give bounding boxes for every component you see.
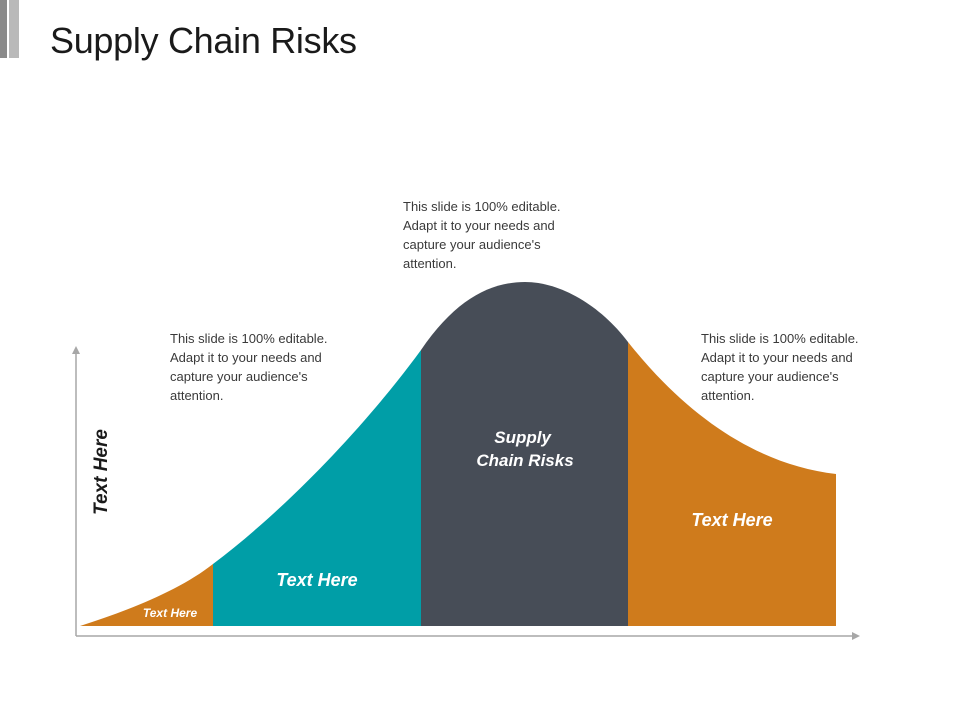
segment-label-3: Supply Chain Risks bbox=[476, 428, 573, 470]
curve-segment-2 bbox=[213, 350, 421, 626]
segment-label-3-line-2: Chain Risks bbox=[476, 451, 573, 470]
segment-label-4: Text Here bbox=[691, 510, 772, 530]
description-left: This slide is 100% editable. Adapt it to… bbox=[170, 331, 328, 403]
accent-bar-dark bbox=[0, 0, 7, 58]
segment-label-3-line-1: Supply bbox=[494, 428, 552, 447]
curve-segment-4 bbox=[628, 342, 836, 626]
title-accent-bar bbox=[0, 0, 20, 58]
y-axis-label: Text Here bbox=[91, 429, 112, 515]
description-top: This slide is 100% editable. Adapt it to… bbox=[403, 199, 561, 271]
slide-title: Supply Chain Risks bbox=[50, 20, 357, 61]
segment-label-1: Text Here bbox=[143, 606, 198, 620]
description-right: This slide is 100% editable. Adapt it to… bbox=[701, 331, 859, 403]
segment-label-2: Text Here bbox=[276, 570, 357, 590]
curve-segment-3 bbox=[421, 282, 628, 626]
curve-segment-1 bbox=[80, 564, 213, 626]
accent-bar-light bbox=[9, 0, 19, 58]
